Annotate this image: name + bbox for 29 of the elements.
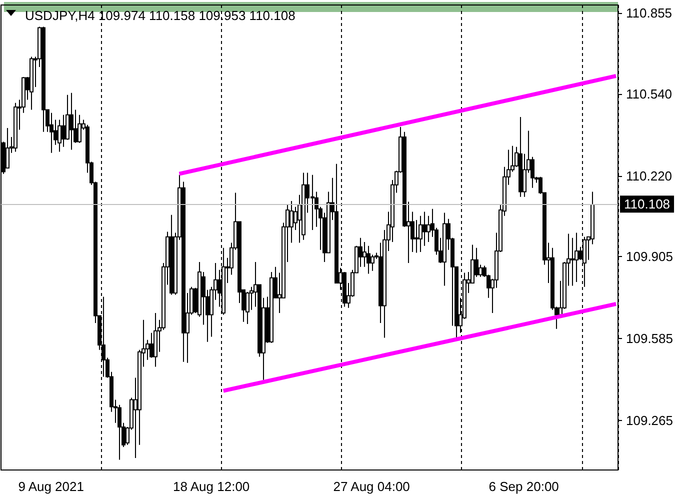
candlestick — [570, 237, 574, 286]
y-tick-label: 110.540 — [626, 86, 672, 102]
candlestick — [150, 332, 154, 358]
candlestick — [50, 112, 54, 154]
y-tick-label: 110.855 — [626, 6, 672, 21]
candlestick — [422, 211, 426, 246]
candlestick — [370, 254, 374, 272]
candlestick — [70, 92, 74, 150]
candlestick — [62, 114, 66, 148]
candlestick — [58, 119, 62, 152]
ref-line-label: 110.108 — [624, 196, 670, 212]
x-tick-label: 27 Aug 04:00 — [333, 479, 410, 494]
candlestick — [6, 127, 10, 168]
x-tick-label: 9 Aug 2021 — [18, 479, 84, 494]
candlestick — [418, 215, 422, 252]
candlestick — [366, 245, 370, 274]
candlestick — [574, 232, 578, 282]
candlestick — [246, 291, 250, 324]
candlestick — [118, 404, 122, 460]
x-tick-label: 18 Aug 12:00 — [173, 479, 250, 494]
chart-title: USDJPY,H4 109.974 110.158 109.953 110.108 — [25, 8, 296, 23]
candlestick — [78, 114, 82, 144]
x-tick-label: 6 Sep 20:00 — [488, 479, 559, 494]
candlestick — [414, 219, 418, 254]
candlestick — [290, 200, 294, 244]
y-tick-label: 109.265 — [626, 413, 673, 428]
y-tick-label: 109.905 — [626, 249, 673, 264]
y-tick-label: 109.585 — [626, 331, 673, 346]
y-tick-label: 110.220 — [626, 168, 672, 184]
